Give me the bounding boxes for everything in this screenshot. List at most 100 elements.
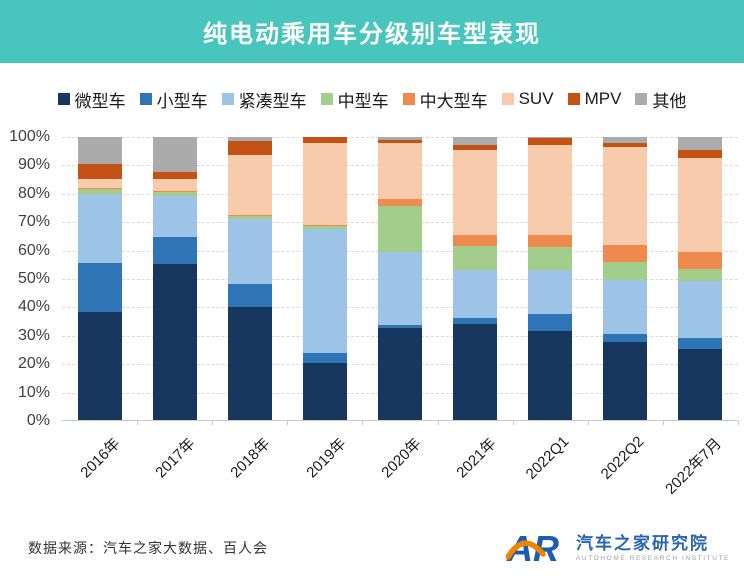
x-axis-tickmark bbox=[662, 421, 664, 425]
bar-segment-小型车 bbox=[302, 353, 347, 364]
legend-label: 中型车 bbox=[337, 91, 389, 111]
logo-text-cn: 汽车之家研究院 bbox=[576, 534, 710, 553]
bar-segment-其他 bbox=[377, 137, 422, 140]
bar-segment-SUV bbox=[603, 146, 648, 245]
bar-segment-微型车 bbox=[77, 312, 122, 420]
bar-segment-SUV bbox=[77, 179, 122, 188]
bar-segment-SUV bbox=[377, 142, 422, 200]
y-tick-label: 0% bbox=[26, 412, 50, 429]
y-tick-label: 90% bbox=[17, 156, 50, 174]
bar-segment-紧凑型车 bbox=[453, 270, 498, 319]
bar-segment-中大型车 bbox=[603, 244, 648, 262]
logo-text-en: AUTOHOME RESEARCH INSTITUTE bbox=[576, 555, 730, 562]
bar-segment-MPV bbox=[227, 141, 272, 156]
y-tick-label: 80% bbox=[17, 184, 50, 202]
bar-segment-MPV bbox=[603, 142, 648, 147]
bar-segment-微型车 bbox=[678, 349, 723, 420]
bar-segment-中大型车 bbox=[453, 234, 498, 246]
bar-segment-小型车 bbox=[678, 337, 723, 350]
stacked-bar-2022年7月 bbox=[678, 137, 723, 420]
legend-label: 其他 bbox=[652, 91, 687, 111]
bar-segment-MPV bbox=[302, 137, 347, 143]
y-tick-label: 20% bbox=[17, 355, 50, 373]
chart-legend: 微型车 小型车 紧凑型车 中型车 中大型车 SUV MPV 其他 bbox=[0, 87, 744, 111]
stacked-bar-2021年 bbox=[453, 137, 498, 420]
legend-label: SUV bbox=[518, 89, 554, 108]
bar-segment-紧凑型车 bbox=[152, 196, 197, 238]
stacked-bar-2017年 bbox=[152, 137, 197, 420]
bar-segment-小型车 bbox=[77, 262, 122, 313]
legend-item-2: 小型车 bbox=[139, 87, 208, 112]
bar-segment-MPV bbox=[528, 138, 573, 146]
legend-swatch-icon bbox=[320, 93, 333, 105]
bar-segment-中型车 bbox=[152, 192, 197, 197]
bar-segment-其他 bbox=[603, 137, 648, 143]
bar-series bbox=[62, 136, 738, 420]
bar-segment-中型车 bbox=[528, 247, 573, 270]
bar-segment-其他 bbox=[528, 137, 573, 139]
legend-swatch-icon bbox=[567, 93, 580, 105]
chart-title: 纯电动乘用车分级别车型表现 bbox=[203, 21, 541, 48]
x-tick-label: 2016年 bbox=[77, 435, 124, 482]
bar-segment-MPV bbox=[678, 149, 723, 159]
bar-segment-微型车 bbox=[603, 342, 648, 420]
legend-item-7: MPV bbox=[567, 89, 622, 109]
legend-swatch-icon bbox=[57, 93, 70, 105]
legend-item-5: 中大型车 bbox=[402, 87, 488, 112]
x-tick-label: 2022Q2 bbox=[597, 433, 648, 483]
bar-segment-中型车 bbox=[453, 245, 498, 270]
bar-segment-MPV bbox=[152, 172, 197, 180]
legend-label: 紧凑型车 bbox=[238, 91, 307, 111]
y-axis: 0% 10% 20% 30% 40% 50% 60% 70% 80% 90% 100% bbox=[0, 128, 56, 429]
legend-item-1: 微型车 bbox=[57, 87, 126, 112]
stacked-bar-2020年 bbox=[377, 137, 422, 420]
legend-item-3: 紧凑型车 bbox=[221, 87, 307, 112]
x-axis: 2016年 2017年 2018年 2019年 2020年 2021年 2022Q1 2022… bbox=[62, 423, 738, 515]
bar-segment-紧凑型车 bbox=[77, 193, 122, 263]
x-tick-label: 2019年 bbox=[302, 435, 350, 482]
stacked-bar-2019年 bbox=[302, 137, 347, 420]
x-axis-tickmark bbox=[362, 421, 364, 425]
y-tick-label: 100% bbox=[9, 128, 50, 145]
x-tick-label: 2017年 bbox=[152, 435, 199, 482]
bar-segment-小型车 bbox=[603, 333, 648, 343]
y-tick-label: 70% bbox=[17, 213, 50, 231]
legend-swatch-icon bbox=[635, 93, 648, 105]
y-tick-label: 40% bbox=[17, 298, 50, 316]
bar-segment-SUV bbox=[152, 179, 197, 191]
bar-segment-SUV bbox=[453, 149, 498, 235]
y-tick-label: 10% bbox=[17, 383, 50, 401]
x-axis-tickmark bbox=[212, 421, 214, 425]
bar-segment-中型车 bbox=[603, 261, 648, 280]
bar-segment-中型车 bbox=[302, 226, 347, 229]
bar-segment-中大型车 bbox=[302, 224, 347, 227]
legend-label: 中大型车 bbox=[419, 91, 488, 111]
bar-segment-紧凑型车 bbox=[678, 281, 723, 338]
bar-segment-小型车 bbox=[227, 284, 272, 307]
legend-item-4: 中型车 bbox=[320, 87, 389, 112]
bar-segment-中型车 bbox=[678, 268, 723, 282]
x-tick-label: 2020年 bbox=[377, 435, 425, 482]
bar-segment-微型车 bbox=[302, 363, 347, 420]
bar-segment-微型车 bbox=[152, 264, 197, 420]
bar-segment-小型车 bbox=[528, 313, 573, 331]
bar-segment-其他 bbox=[77, 136, 122, 164]
bar-segment-SUV bbox=[227, 155, 272, 215]
legend-item-8: 其他 bbox=[635, 87, 686, 112]
bar-segment-其他 bbox=[453, 137, 498, 146]
bar-segment-MPV bbox=[377, 139, 422, 143]
bar-segment-紧凑型车 bbox=[227, 219, 272, 285]
autohome-logo: AR 汽车之家研究院 AUTOHOME RESEARCH INSTITUTE bbox=[506, 528, 730, 568]
legend-label: 微型车 bbox=[74, 91, 126, 111]
bar-segment-紧凑型车 bbox=[603, 279, 648, 334]
bar-segment-其他 bbox=[152, 137, 197, 173]
y-tick-label: 60% bbox=[17, 241, 50, 259]
legend-swatch-icon bbox=[402, 93, 415, 105]
x-axis-tickmark bbox=[587, 421, 589, 425]
legend-label: MPV bbox=[584, 89, 622, 108]
y-tick-label: 30% bbox=[17, 326, 50, 344]
bar-segment-MPV bbox=[77, 163, 122, 180]
bar-segment-SUV bbox=[302, 142, 347, 225]
x-axis-tickmark bbox=[437, 421, 439, 425]
